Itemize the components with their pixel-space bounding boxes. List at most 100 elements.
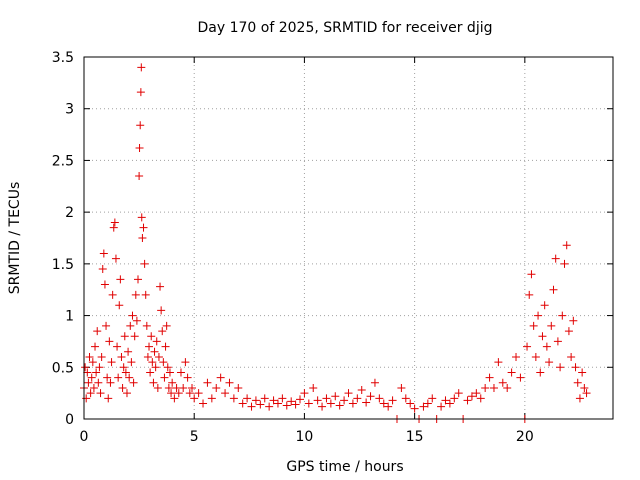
data-point <box>126 321 135 330</box>
grid-layer <box>84 57 613 419</box>
data-point <box>573 378 582 387</box>
data-point <box>163 363 172 372</box>
data-point <box>375 394 384 403</box>
data-point <box>179 383 188 392</box>
data-point <box>99 249 108 258</box>
data-point <box>135 171 144 180</box>
data-point <box>106 378 115 387</box>
data-point <box>527 270 536 279</box>
data-point <box>97 352 106 361</box>
data-point <box>498 378 507 387</box>
data-point <box>138 234 147 242</box>
y-axis-label: SRMTID / TECUs <box>7 182 23 295</box>
x-axis-label: GPS time / hours <box>286 459 403 475</box>
data-point <box>454 389 463 398</box>
data-point <box>569 316 578 325</box>
data-point <box>120 332 129 341</box>
y-tick-label: 1.5 <box>52 257 74 273</box>
data-point <box>103 373 112 382</box>
data-point <box>137 213 146 222</box>
data-point <box>362 398 371 407</box>
data-point <box>472 389 481 398</box>
data-point <box>531 352 540 361</box>
data-point <box>326 399 335 408</box>
data-point <box>545 358 554 367</box>
data-point <box>181 358 190 367</box>
data-point <box>127 358 136 367</box>
data-point <box>98 265 107 274</box>
data-point <box>401 394 410 403</box>
data-point <box>529 321 538 330</box>
data-point <box>100 280 109 289</box>
data-point <box>419 402 428 411</box>
data-point <box>582 389 591 398</box>
data-point <box>384 402 393 411</box>
data-point <box>423 399 432 408</box>
data-point <box>145 342 154 351</box>
data-point <box>105 337 114 346</box>
data-point <box>141 290 150 299</box>
data-point <box>238 399 247 408</box>
data-point <box>445 399 454 408</box>
data-point <box>551 254 560 263</box>
data-point <box>516 373 525 382</box>
data-point <box>203 378 212 387</box>
data-point <box>560 259 569 268</box>
data-point <box>158 327 167 336</box>
x-tick-label: 10 <box>296 429 314 445</box>
data-point <box>168 378 177 387</box>
data-point <box>113 342 122 351</box>
data-point <box>135 144 144 153</box>
data-point <box>95 363 104 372</box>
y-tick-label: 3 <box>65 102 74 118</box>
data-point <box>503 383 512 392</box>
data-point <box>348 399 357 408</box>
data-point <box>344 389 353 398</box>
data-point <box>489 383 498 392</box>
data-point <box>553 337 562 346</box>
data-point <box>536 368 545 377</box>
y-tick-label: 1 <box>65 309 74 325</box>
data-point <box>176 368 185 377</box>
data-point <box>82 394 91 403</box>
data-point <box>388 396 397 405</box>
data-point <box>159 358 168 367</box>
data-point <box>547 321 556 330</box>
x-tick-label: 15 <box>406 429 424 445</box>
plot-area-frame <box>83 56 614 420</box>
data-point <box>85 352 94 361</box>
data-point <box>104 394 113 403</box>
data-point <box>199 399 208 408</box>
data-point <box>370 378 379 387</box>
data-point <box>188 383 197 392</box>
data-point <box>556 363 565 372</box>
data-point <box>313 396 322 405</box>
data-point <box>406 399 415 408</box>
data-point <box>353 394 362 403</box>
data-point <box>117 352 126 361</box>
data-point <box>134 275 143 284</box>
data-point <box>149 378 158 387</box>
data-point <box>89 383 98 392</box>
data-point <box>154 352 163 361</box>
data-point <box>428 394 437 403</box>
data-point <box>142 321 151 330</box>
x-tick-label: 0 <box>80 429 89 445</box>
data-point <box>538 332 547 341</box>
data-point <box>481 383 490 392</box>
data-point <box>107 358 116 367</box>
data-point <box>366 392 375 401</box>
data-point <box>118 383 127 392</box>
data-point <box>132 316 141 325</box>
data-point <box>165 368 174 377</box>
data-point <box>567 352 576 361</box>
data-point <box>102 321 111 330</box>
data-point <box>151 363 160 372</box>
data-point <box>92 368 101 377</box>
data-point <box>157 306 166 315</box>
y-tick-label: 0.5 <box>52 360 74 376</box>
data-point <box>542 342 551 351</box>
data-point <box>278 394 287 403</box>
data-point <box>87 373 96 382</box>
